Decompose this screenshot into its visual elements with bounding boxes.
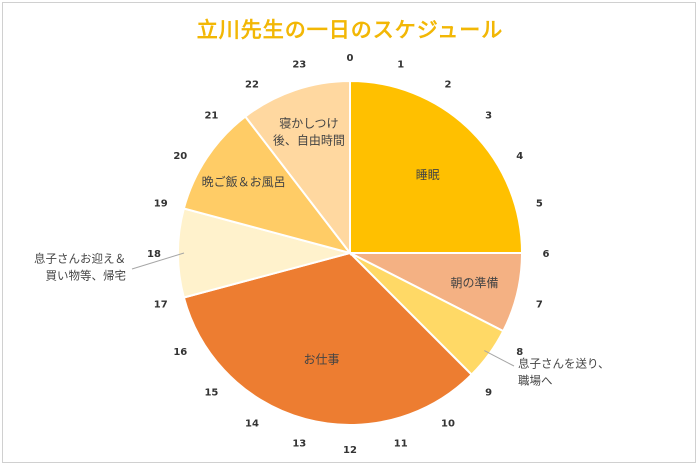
hour-label-17: 17 bbox=[154, 300, 168, 311]
hour-label-14: 14 bbox=[245, 419, 259, 430]
hour-label-6: 6 bbox=[543, 249, 550, 260]
hour-label-4: 4 bbox=[516, 151, 523, 162]
pie-slice-5 bbox=[182, 115, 353, 255]
chart-title: 立川先生の一日のスケジュール bbox=[196, 18, 504, 42]
pie-slice-3 bbox=[182, 251, 474, 426]
hour-label-12: 12 bbox=[343, 445, 357, 456]
hour-label-18: 18 bbox=[147, 249, 161, 260]
hour-label-7: 7 bbox=[536, 300, 543, 311]
slice-label-1: 朝の準備 bbox=[450, 275, 498, 290]
hour-label-8: 8 bbox=[516, 347, 523, 358]
slice-label-4: 息子さんお迎え＆買い物等、帰宅 bbox=[34, 252, 126, 283]
hour-label-9: 9 bbox=[485, 388, 492, 399]
pie-slice-4 bbox=[177, 207, 354, 299]
hour-label-13: 13 bbox=[292, 438, 306, 449]
hour-label-0: 0 bbox=[347, 53, 354, 64]
hour-label-16: 16 bbox=[173, 347, 187, 358]
hour-label-21: 21 bbox=[204, 110, 218, 121]
hour-label-5: 5 bbox=[536, 198, 543, 209]
slice-label-0: 睡眠 bbox=[416, 168, 440, 182]
leader-line-4 bbox=[131, 252, 185, 270]
hour-label-22: 22 bbox=[245, 79, 259, 90]
slice-label-3: お仕事 bbox=[303, 352, 339, 366]
hour-label-23: 23 bbox=[292, 60, 306, 71]
hour-label-10: 10 bbox=[441, 419, 455, 430]
slice-label-2: 息子さんを送り、職場へ bbox=[518, 357, 610, 388]
leader-line-2 bbox=[484, 350, 515, 367]
hour-label-3: 3 bbox=[485, 110, 492, 121]
hour-label-11: 11 bbox=[394, 438, 408, 449]
hour-label-1: 1 bbox=[397, 60, 404, 71]
slice-label-5: 晩ご飯＆お風呂 bbox=[202, 174, 286, 189]
hour-label-19: 19 bbox=[154, 198, 168, 209]
hour-label-15: 15 bbox=[204, 388, 218, 399]
hour-label-2: 2 bbox=[445, 79, 452, 90]
pie-slice-6 bbox=[243, 79, 351, 256]
slice-label-6: 寝かしつけ後、自由時間 bbox=[273, 115, 345, 147]
pie-slice-0 bbox=[349, 79, 524, 254]
hour-label-20: 20 bbox=[173, 151, 187, 162]
